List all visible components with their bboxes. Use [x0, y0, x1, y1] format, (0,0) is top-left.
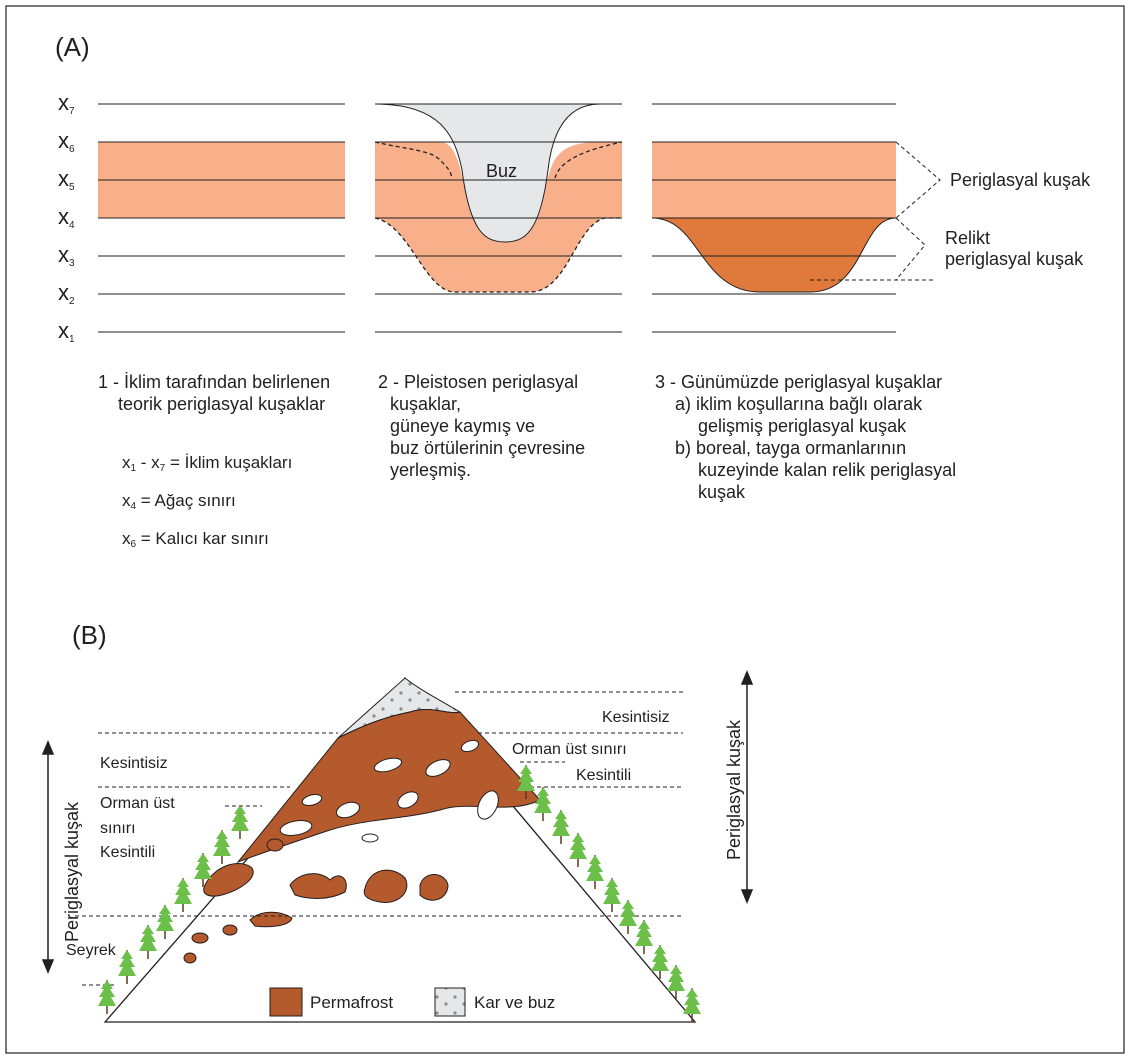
svg-text:x6 = Kalıcı kar sınırı: x6 = Kalıcı kar sınırı: [122, 529, 269, 550]
relict-label-line1: Relikt: [945, 228, 990, 248]
level-lines: [98, 103, 896, 333]
svg-text:kuzeyinde kalan relik periglas: kuzeyinde kalan relik periglasyal: [698, 460, 956, 480]
zone-dashed-lines: [75, 691, 683, 986]
svg-text:kuşak: kuşak: [698, 482, 746, 502]
svg-text:3 - Günümüzde periglasyal kuşa: 3 - Günümüzde periglasyal kuşaklar: [655, 372, 942, 392]
left-zone-vertical-label: Periglasyal kuşak: [62, 801, 82, 942]
legend-snow-label: Kar ve buz: [474, 993, 555, 1012]
svg-text:x1 - x7 = İklim kuşakları: x1 - x7 = İklim kuşakları: [122, 453, 292, 474]
svg-text:kuşaklar,: kuşaklar,: [390, 394, 461, 414]
svg-text:2 - Pleistosen periglasyal: 2 - Pleistosen periglasyal: [378, 372, 578, 392]
caption-3: 3 - Günümüzde periglasyal kuşaklar a) ik…: [655, 372, 956, 502]
level-label-x7: x7: [58, 90, 75, 117]
right-connectors: [810, 141, 941, 281]
left-sparse-label: Seyrek: [66, 942, 117, 959]
left-discontinuous-label: Kesintili: [100, 844, 155, 861]
svg-text:x4 = Ağaç sınırı: x4 = Ağaç sınırı: [122, 491, 236, 512]
permafrost-holes: [279, 739, 499, 843]
level-label-x4: x4: [58, 204, 75, 231]
legend-permafrost-swatch: [269, 987, 303, 1017]
right-zone-arrow: [740, 670, 754, 904]
left-forest-line2: sınırı: [100, 820, 136, 837]
right-forest-label: Orman üst sınırı: [512, 741, 627, 758]
svg-text:1 - İklim tarafından belirlene: 1 - İklim tarafından belirlenen: [98, 372, 330, 392]
ice-lobe: [374, 103, 601, 243]
legend-a: x1 - x7 = İklim kuşakları x4 = Ağaç sını…: [122, 453, 292, 550]
caption-2: 2 - Pleistosen periglasyal kuşaklar, gün…: [378, 372, 585, 480]
svg-text:a) iklim koşullarına bağlı ola: a) iklim koşullarına bağlı olarak: [675, 394, 923, 414]
periglacial-zone-label: Periglasyal kuşak: [950, 170, 1091, 190]
svg-text:yerleşmiş.: yerleşmiş.: [390, 460, 471, 480]
legend-snow-swatch: [434, 987, 466, 1017]
panel-b-label: (B): [72, 620, 107, 650]
right-zone-vertical-label: Periglasyal kuşak: [724, 719, 744, 860]
figure-border: [5, 5, 1125, 1054]
svg-text:buz örtülerinin çevresine: buz örtülerinin çevresine: [390, 438, 585, 458]
caption-1: 1 - İklim tarafından belirlenen teorik p…: [98, 372, 330, 414]
level-labels: x7 x6 x5 x4 x3 x2 x1: [58, 90, 75, 345]
level-label-x6: x6: [58, 128, 75, 155]
svg-text:b) boreal, tayga ormanlarının: b) boreal, tayga ormanlarının: [675, 438, 906, 458]
level-label-x2: x2: [58, 280, 75, 307]
right-continuous-label: Kesintisiz: [602, 709, 670, 726]
right-discontinuous-label: Kesintili: [576, 767, 631, 784]
ice-label: Buz: [486, 161, 517, 181]
legend-permafrost-label: Permafrost: [310, 993, 393, 1012]
panel-a-label: (A): [55, 32, 90, 62]
svg-text:gelişmiş periglasyal kuşak: gelişmiş periglasyal kuşak: [698, 416, 907, 436]
svg-text:güneye kaymış ve: güneye kaymış ve: [390, 416, 535, 436]
level-label-x5: x5: [58, 166, 75, 193]
left-continuous-label: Kesintisiz: [100, 755, 168, 772]
svg-text:teorik periglasyal kuşaklar: teorik periglasyal kuşaklar: [118, 394, 325, 414]
level-label-x3: x3: [58, 242, 75, 269]
permafrost-discontinuous: [183, 838, 449, 964]
level-label-x1: x1: [58, 318, 75, 345]
relict-label-line2: periglasyal kuşak: [945, 249, 1084, 269]
left-zone-arrow: [41, 740, 55, 974]
relict-zone: [651, 217, 897, 293]
left-forest-line1: Orman üst: [100, 795, 175, 812]
